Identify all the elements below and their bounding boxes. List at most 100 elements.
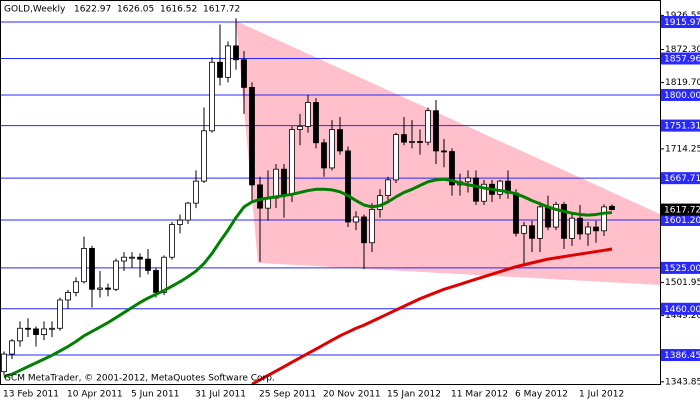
candle-body <box>105 287 111 290</box>
candle-body <box>433 110 439 152</box>
symbol: GOLD,Weekly <box>4 5 66 15</box>
candle-body <box>113 260 119 290</box>
candle-body <box>393 134 399 181</box>
candle-body <box>465 177 471 183</box>
candle-body <box>449 151 455 186</box>
header-high: 1626.05 <box>117 5 154 15</box>
candle-body <box>57 299 63 329</box>
y-tick-label: 1449.20 <box>665 311 700 321</box>
level-label: 1857.96 <box>664 55 700 65</box>
x-tick-label: 20 Nov 2011 <box>323 390 381 400</box>
candle-body <box>529 225 535 239</box>
candle-body <box>33 328 39 335</box>
candle-body <box>89 248 95 290</box>
candle-body <box>569 217 575 239</box>
candle-body <box>425 110 431 143</box>
level-label-box <box>661 88 700 101</box>
candle-body <box>81 248 87 283</box>
x-tick-label: 11 Mar 2012 <box>451 390 508 400</box>
candle-body <box>129 256 135 259</box>
x-tick-label: 25 Sep 2011 <box>259 390 316 400</box>
header-open: 1622.97 <box>74 5 111 15</box>
level-label-box <box>661 302 700 315</box>
candle-body <box>369 209 375 244</box>
level-label-box <box>661 213 700 226</box>
candle-body <box>209 61 215 132</box>
y-tick-label: 1714.25 <box>665 144 700 154</box>
candle-body <box>553 203 559 228</box>
candle-body <box>153 270 159 293</box>
candle-body <box>297 126 303 130</box>
x-tick-label: 13 Feb 2011 <box>3 390 59 400</box>
candle-body <box>249 87 255 186</box>
candle-body <box>345 150 351 223</box>
candle-body <box>49 327 55 330</box>
level-label: 1800.00 <box>664 91 700 101</box>
candle-body <box>385 179 391 196</box>
level-label: 1601.20 <box>664 216 700 226</box>
candle-body <box>561 203 567 239</box>
y-tick-label: 1872.30 <box>665 45 700 55</box>
candle-body <box>305 102 311 127</box>
candle-body <box>377 195 383 210</box>
candle-body <box>241 59 247 88</box>
level-label: 1460.00 <box>664 305 700 315</box>
price-label-box <box>661 203 700 216</box>
candle-body <box>169 224 175 258</box>
candle-body <box>545 206 551 228</box>
candle-body <box>521 225 527 234</box>
candle-body <box>65 292 71 301</box>
level-label-box <box>661 16 700 29</box>
indicators <box>3 177 613 386</box>
candle-body <box>409 141 415 143</box>
candle-body <box>609 205 615 210</box>
price-label: 1617.72 <box>664 206 700 216</box>
candle-body <box>145 258 151 271</box>
candle-body <box>25 327 31 330</box>
candle-body <box>41 328 47 335</box>
candle-body <box>17 327 23 342</box>
candle-body <box>73 281 79 293</box>
x-tick-label: 10 Apr 2011 <box>67 390 123 400</box>
candle-body <box>337 129 343 152</box>
candle-body <box>361 216 367 244</box>
level-label: 1386.45 <box>664 351 700 361</box>
candle-body <box>313 102 319 144</box>
level-label-box <box>661 261 700 274</box>
candle-body <box>1 353 7 373</box>
indicator-line <box>3 177 613 379</box>
level-label-box <box>661 172 700 185</box>
candle-body <box>577 217 583 235</box>
x-tick-label: 15 Jan 2012 <box>387 390 441 400</box>
candle-body <box>233 45 239 61</box>
y-tick-label: 1501.95 <box>665 278 700 288</box>
level-label-box <box>661 119 700 132</box>
level-label: 1915.97 <box>664 18 700 28</box>
candle-body <box>601 206 607 232</box>
candle-body <box>441 150 447 153</box>
x-tick-label: 1 Jul 2012 <box>579 390 624 400</box>
candle-body <box>329 129 335 169</box>
level-label: 1751.31 <box>664 122 700 132</box>
candle-body <box>97 287 103 290</box>
candle-body <box>9 340 15 355</box>
candle-body <box>481 183 487 202</box>
candle-body <box>401 134 407 143</box>
level-label-box <box>661 349 700 362</box>
candle-body <box>201 130 207 182</box>
candle-body <box>121 256 127 262</box>
candle-body <box>585 226 591 235</box>
y-tick-label: 1819.70 <box>665 78 700 88</box>
level-label-box <box>661 52 700 65</box>
header-low: 1616.52 <box>160 5 197 15</box>
copyright: GCM MetaTrader, © 2001-2012, MetaQuotes … <box>4 374 275 384</box>
y-tick-label: 1343.85 <box>665 377 700 387</box>
header-close: 1617.72 <box>203 5 240 15</box>
candle-body <box>161 256 167 293</box>
candle-body <box>473 177 479 202</box>
indicator-line <box>251 247 613 386</box>
x-tick-label: 6 May 2012 <box>515 390 568 400</box>
x-tick-label: 5 Jun 2011 <box>131 390 179 400</box>
